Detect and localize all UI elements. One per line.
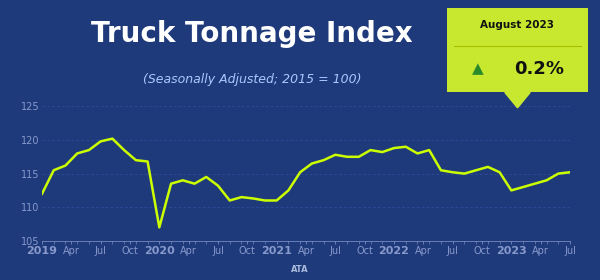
Text: ▲: ▲ bbox=[472, 61, 484, 76]
Text: 0.2%: 0.2% bbox=[514, 60, 563, 78]
Text: August 2023: August 2023 bbox=[481, 20, 554, 30]
Text: Truck Tonnage Index: Truck Tonnage Index bbox=[91, 20, 413, 48]
Text: (Seasonally Adjusted; 2015 = 100): (Seasonally Adjusted; 2015 = 100) bbox=[143, 73, 361, 86]
Text: ATA: ATA bbox=[291, 265, 309, 274]
